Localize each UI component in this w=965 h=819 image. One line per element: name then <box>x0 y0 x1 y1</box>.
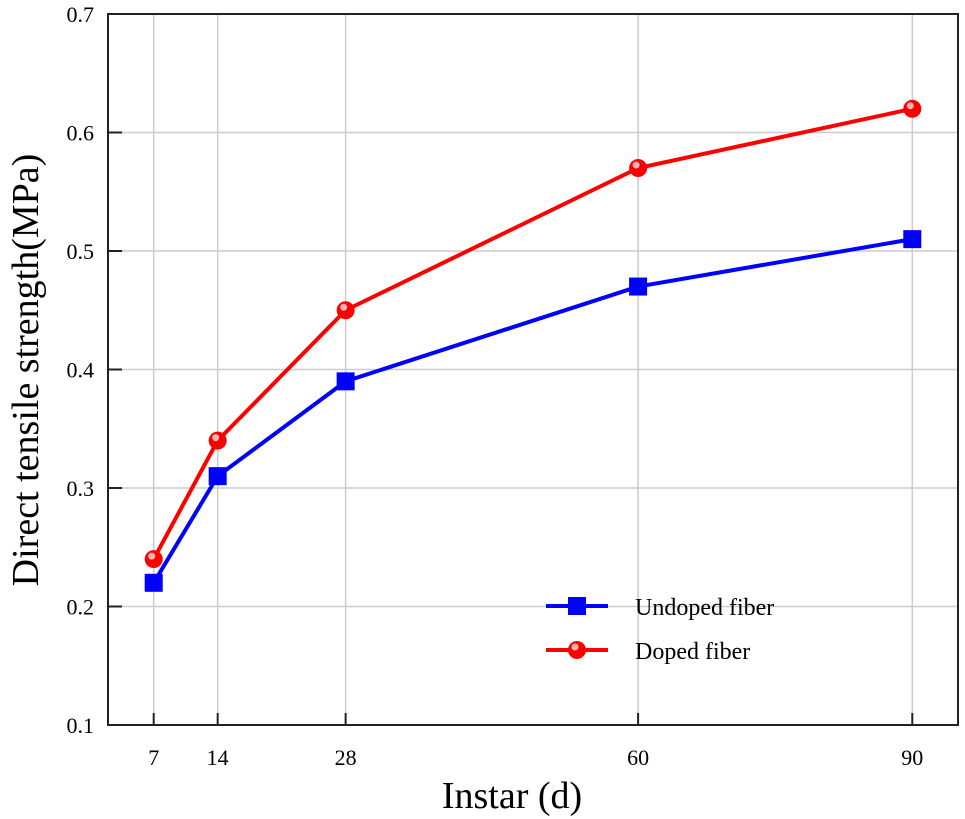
grid <box>108 14 958 725</box>
series <box>144 99 922 592</box>
data-point <box>629 277 648 296</box>
legend-label: Doped fiber <box>635 639 750 665</box>
y-tick-label: 0.2 <box>67 595 95 620</box>
legend-marker-highlight <box>571 643 579 651</box>
data-point <box>336 301 355 320</box>
legend-label: Undoped fiber <box>635 595 774 621</box>
y-tick-label: 0.3 <box>67 476 95 501</box>
data-point <box>903 230 922 249</box>
x-tick-label: 28 <box>335 745 357 770</box>
legend-marker <box>568 641 586 659</box>
data-point-highlight <box>340 303 348 311</box>
data-point-highlight <box>906 102 914 110</box>
y-tick-label: 0.4 <box>67 358 95 383</box>
x-tick-label: 60 <box>627 745 649 770</box>
y-tick-label: 0.6 <box>67 121 95 146</box>
legend: Undoped fiber Doped fiber <box>546 595 774 665</box>
data-point-highlight <box>212 434 220 442</box>
data-point <box>903 99 922 118</box>
data-point-highlight <box>148 552 156 560</box>
x-tick-label: 7 <box>148 745 159 770</box>
x-tick-label: 90 <box>901 745 923 770</box>
data-point-highlight <box>632 161 640 169</box>
data-point <box>336 372 355 391</box>
data-point <box>144 550 163 569</box>
y-tick-label: 0.7 <box>67 2 95 27</box>
x-axis-label: Instar (d) <box>442 775 582 817</box>
data-point <box>208 467 227 486</box>
ticks: 7 14 28 60 90 0.1 0.2 0.3 0.4 0.5 0.6 0.7 <box>67 2 924 770</box>
y-axis-label: Direct tensile strength(MPa) <box>5 154 47 587</box>
data-point <box>208 431 227 450</box>
series-line-1 <box>151 106 913 561</box>
legend-marker <box>568 597 586 615</box>
x-tick-label: 14 <box>207 745 229 770</box>
series-line-0 <box>151 237 913 584</box>
data-point <box>144 573 163 592</box>
y-tick-label: 0.5 <box>67 239 95 264</box>
y-tick-label: 0.1 <box>67 713 95 738</box>
data-point <box>629 159 648 178</box>
